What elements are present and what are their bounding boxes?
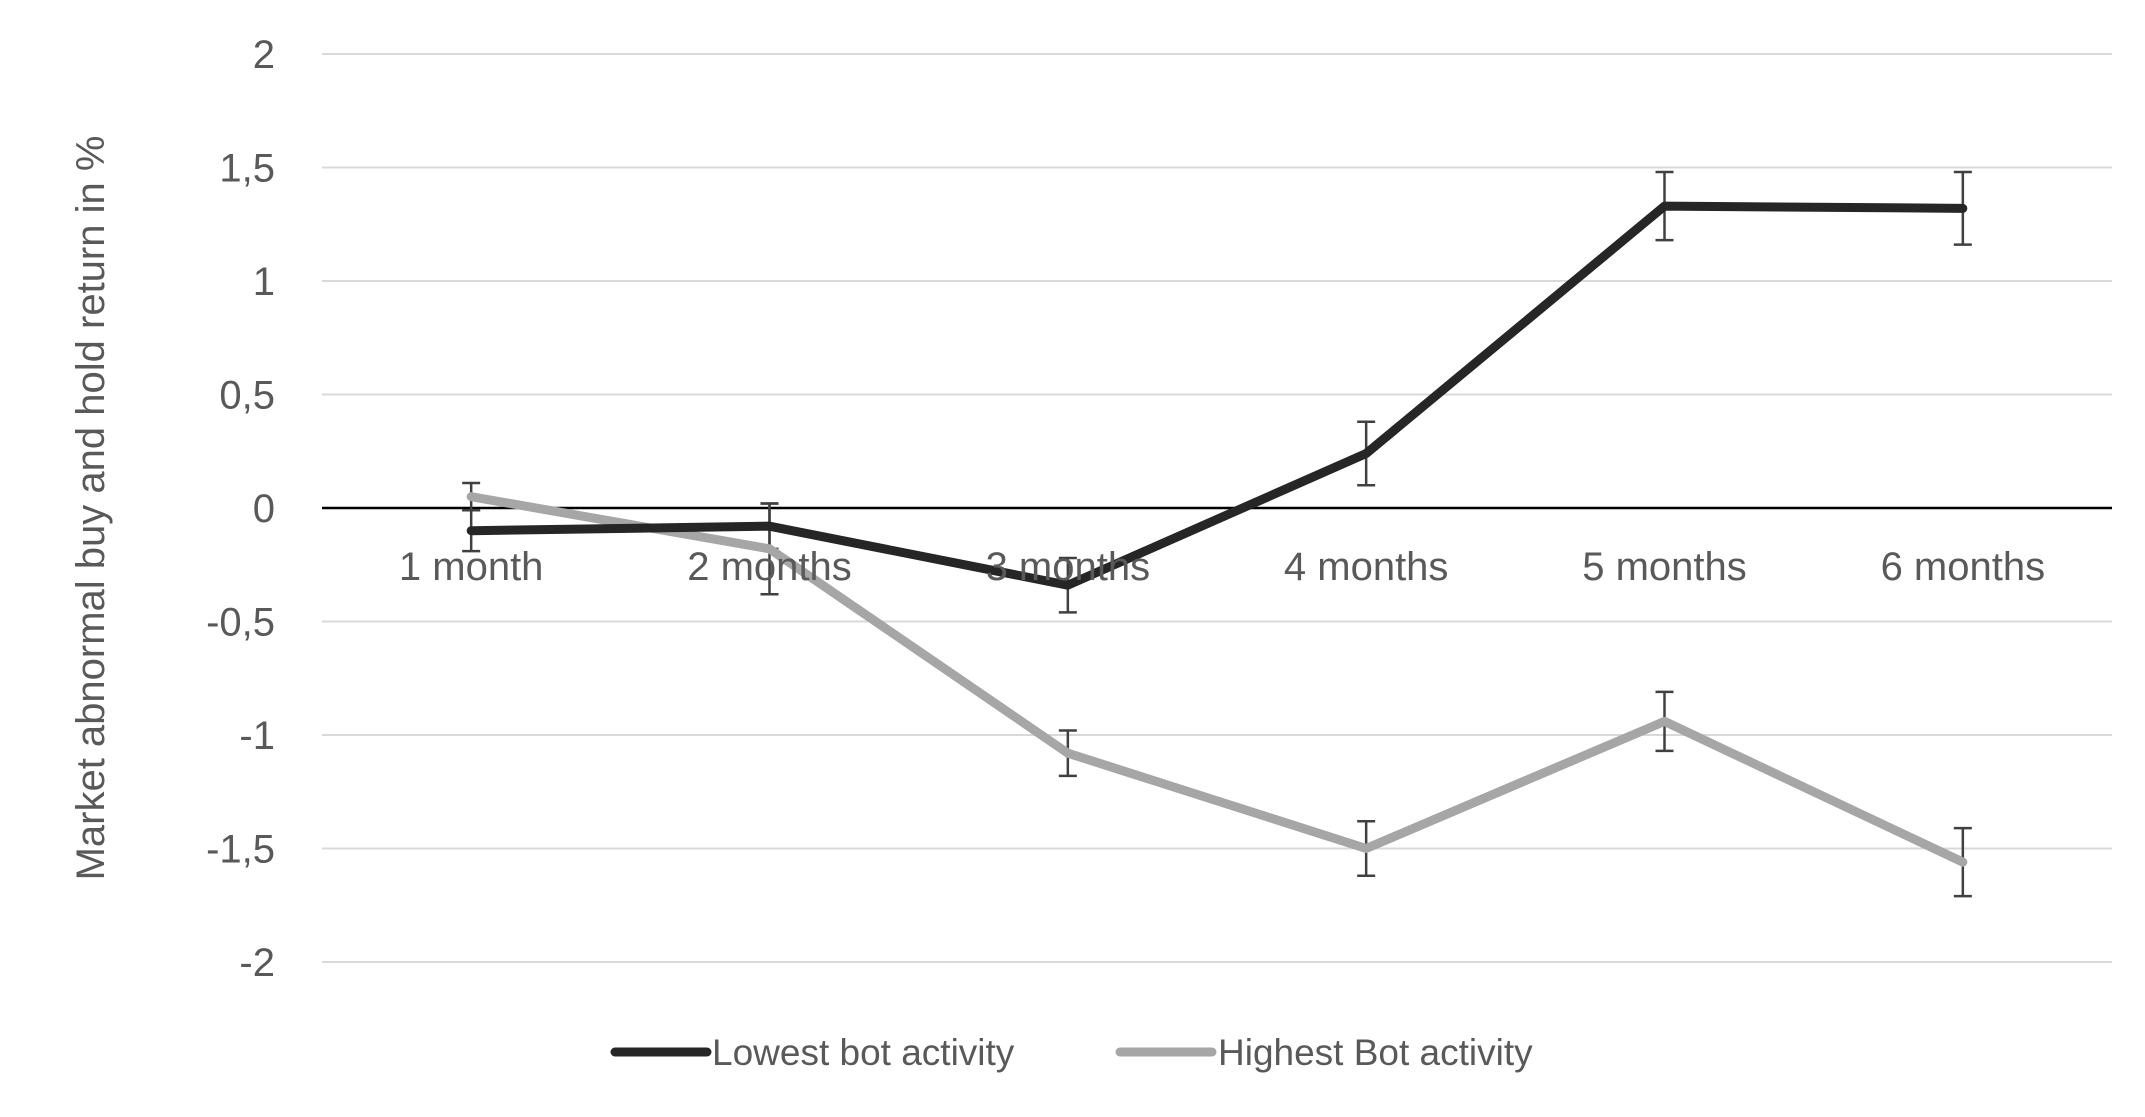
x-tick-label: 2 months: [687, 545, 852, 589]
y-tick-label: -1,5: [206, 828, 275, 872]
x-axis-ticks: 1 month 2 months 3 months 4 months 5 months 6…: [399, 545, 2045, 589]
legend-item: Highest Bot activity: [1115, 1032, 1533, 1073]
y-axis-label: Market abnormal buy and hold return in %: [69, 136, 113, 881]
x-tick-label: 1 month: [399, 545, 544, 589]
y-tick-label: 1,5: [219, 147, 275, 191]
series-lines: [466, 201, 1968, 867]
x-tick-label: 3 months: [986, 545, 1151, 589]
y-axis-ticks: 2 1,5 1 0,5 0 -0,5 -1 -1,5 -2: [206, 33, 275, 985]
y-tick-label: 2: [253, 33, 275, 77]
legend-item: Lowest bot activity: [610, 1032, 1015, 1073]
x-tick-label: 5 months: [1582, 545, 1747, 589]
y-tick-label: -2: [239, 941, 275, 985]
y-tick-label: -1: [239, 714, 275, 758]
series-line-lowest-bot-activity: [466, 201, 1968, 590]
y-tick-label: 1: [253, 260, 275, 304]
y-tick-label: 0,5: [219, 374, 275, 418]
y-tick-label: 0: [253, 487, 275, 531]
legend: Lowest bot activity Highest Bot activity: [610, 1032, 1533, 1073]
legend-label: Lowest bot activity: [712, 1032, 1015, 1073]
y-tick-label: -0,5: [206, 601, 275, 645]
x-tick-label: 6 months: [1881, 545, 2046, 589]
gridlines: [322, 53, 2112, 963]
x-tick-label: 4 months: [1284, 545, 1449, 589]
series-line-highest-bot-activity: [466, 492, 1968, 867]
legend-label: Highest Bot activity: [1218, 1032, 1533, 1073]
